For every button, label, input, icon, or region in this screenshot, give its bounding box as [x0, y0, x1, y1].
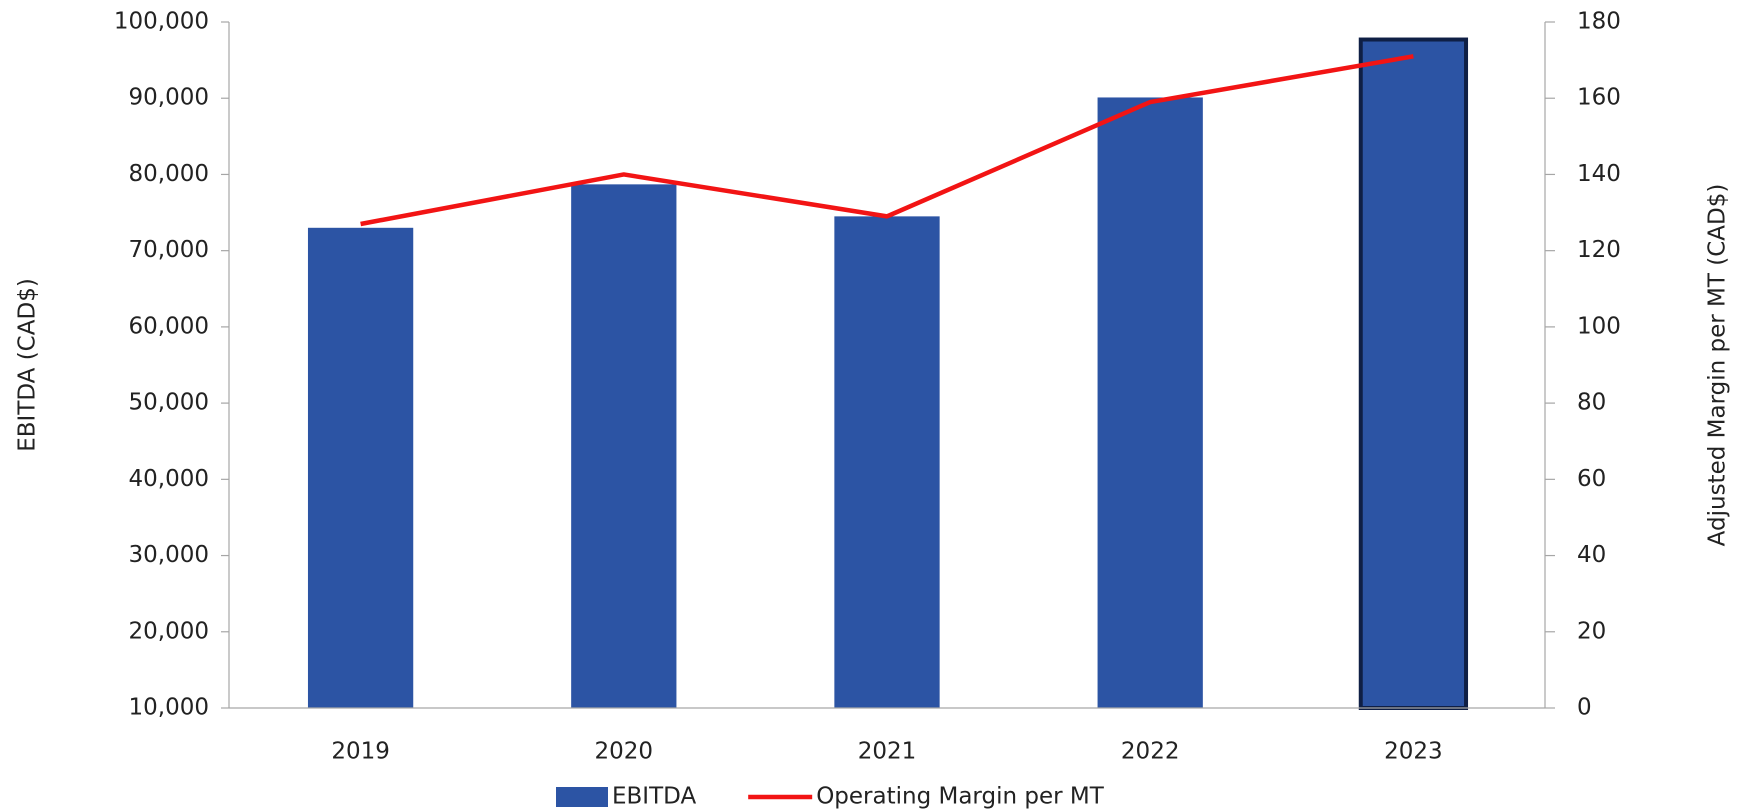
- y-tick-label: 20,000: [129, 618, 209, 644]
- y2-axis-title: Adjusted Margin per MT (CAD$): [1705, 184, 1731, 547]
- y-tick-label: 100,000: [114, 9, 209, 35]
- bar: [834, 216, 940, 708]
- y2-tick-label: 80: [1577, 390, 1606, 416]
- y2-tick-label: 120: [1577, 237, 1621, 263]
- bar: [1358, 37, 1469, 710]
- y-tick-label: 50,000: [129, 390, 209, 416]
- legend-label: EBITDA: [612, 784, 696, 810]
- y2-tick-label: 0: [1577, 695, 1592, 721]
- y2-tick-label: 180: [1577, 9, 1621, 35]
- y-tick-label: 30,000: [129, 542, 209, 568]
- x-tick-label: 2021: [858, 739, 917, 765]
- x-tick-label: 2022: [1121, 739, 1180, 765]
- legend-label: Operating Margin per MT: [816, 784, 1105, 810]
- line: [360, 54, 1414, 227]
- y-tick-label: 90,000: [129, 85, 209, 111]
- x-tick-label: 2020: [595, 739, 654, 765]
- y-tick-label: 70,000: [129, 237, 209, 263]
- x-tick-label: 2023: [1384, 739, 1443, 765]
- y2-tick-label: 100: [1577, 313, 1621, 339]
- y-tick-label: 80,000: [129, 161, 209, 187]
- y2-tick-label: 140: [1577, 161, 1621, 187]
- y2-tick-label: 160: [1577, 85, 1621, 111]
- y-axis-title: EBITDA (CAD$): [15, 278, 41, 452]
- bar: [307, 227, 414, 709]
- x-tick-label: 2019: [331, 739, 390, 765]
- y-tick-label: 10,000: [129, 695, 209, 721]
- bar: [1097, 97, 1203, 708]
- y2-tick-label: 60: [1577, 466, 1606, 492]
- legend-swatch: [556, 787, 608, 807]
- y-tick-label: 60,000: [129, 313, 209, 339]
- bar: [571, 184, 677, 708]
- y2-tick-label: 40: [1577, 542, 1606, 568]
- y2-tick-label: 20: [1577, 618, 1606, 644]
- y-tick-label: 40,000: [129, 466, 209, 492]
